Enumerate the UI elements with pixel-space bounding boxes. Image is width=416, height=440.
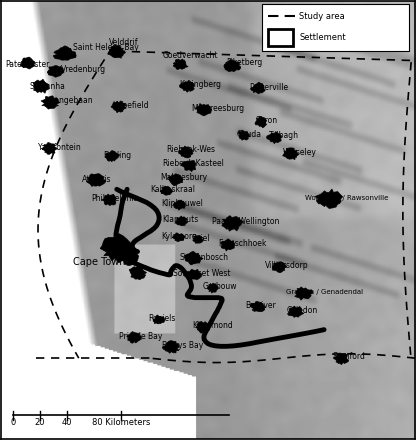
Polygon shape xyxy=(102,194,117,205)
Text: Vredenburg: Vredenburg xyxy=(61,65,106,74)
Text: Cape Town: Cape Town xyxy=(73,257,126,267)
Polygon shape xyxy=(184,251,203,265)
Polygon shape xyxy=(42,143,57,154)
Text: Pringle Bay: Pringle Bay xyxy=(119,332,162,341)
Polygon shape xyxy=(250,302,265,312)
Text: Pniel: Pniel xyxy=(191,234,210,243)
Polygon shape xyxy=(287,306,304,317)
Polygon shape xyxy=(111,101,126,113)
Text: Atlantis: Atlantis xyxy=(82,175,111,184)
Text: Riebeek-Kasteel: Riebeek-Kasteel xyxy=(162,159,224,169)
Text: Paternoster: Paternoster xyxy=(5,60,49,69)
Text: 40: 40 xyxy=(62,418,72,427)
Text: Study area: Study area xyxy=(299,11,345,21)
Polygon shape xyxy=(173,200,186,210)
Text: Langebaan: Langebaan xyxy=(50,96,93,105)
Text: Kalbaskraal: Kalbaskraal xyxy=(150,185,195,194)
Text: Saint Helena Bay: Saint Helena Bay xyxy=(73,44,139,52)
Text: Villiersdorp: Villiersdorp xyxy=(265,261,309,270)
Text: 0: 0 xyxy=(10,418,16,427)
Polygon shape xyxy=(238,130,250,140)
Text: Saldanha: Saldanha xyxy=(30,82,66,91)
Text: Koringberg: Koringberg xyxy=(179,81,221,89)
Polygon shape xyxy=(33,79,49,93)
Bar xyxy=(268,29,293,46)
Polygon shape xyxy=(100,234,136,263)
Polygon shape xyxy=(196,103,212,116)
Text: Paarl / Wellington: Paarl / Wellington xyxy=(212,217,280,226)
Polygon shape xyxy=(172,233,185,242)
Text: Woiseley: Woiseley xyxy=(282,148,317,158)
Polygon shape xyxy=(126,332,141,343)
Polygon shape xyxy=(334,353,349,365)
Text: Kleinmond: Kleinmond xyxy=(192,321,233,330)
Text: Klapmuts: Klapmuts xyxy=(162,215,199,224)
Text: Klipheuwel: Klipheuwel xyxy=(161,199,203,208)
Polygon shape xyxy=(222,216,243,231)
Text: Settlement: Settlement xyxy=(299,33,346,42)
Text: Riebeek-Wes: Riebeek-Wes xyxy=(166,145,215,154)
Polygon shape xyxy=(178,146,193,158)
Text: Stellenbosch: Stellenbosch xyxy=(180,253,229,262)
FancyBboxPatch shape xyxy=(262,4,409,51)
Text: Malmesbury: Malmesbury xyxy=(160,173,208,183)
Polygon shape xyxy=(282,148,299,160)
Text: Bettys Bay: Bettys Bay xyxy=(161,341,203,350)
Polygon shape xyxy=(129,265,146,279)
Polygon shape xyxy=(267,132,282,143)
Text: 20: 20 xyxy=(35,418,45,427)
Polygon shape xyxy=(153,315,165,324)
Polygon shape xyxy=(255,117,267,128)
Polygon shape xyxy=(160,186,173,195)
Text: Grayton / Genadendal: Grayton / Genadendal xyxy=(286,289,363,295)
Text: Botriver: Botriver xyxy=(245,301,276,310)
Text: Franschhoek: Franschhoek xyxy=(218,239,267,248)
Text: Grabouw: Grabouw xyxy=(203,282,237,291)
Polygon shape xyxy=(41,96,60,109)
Text: 80 Kilometers: 80 Kilometers xyxy=(92,418,150,427)
Text: Moorreesburg: Moorreesburg xyxy=(191,104,245,113)
Polygon shape xyxy=(105,150,120,161)
Polygon shape xyxy=(208,283,218,293)
Polygon shape xyxy=(185,269,202,280)
Polygon shape xyxy=(108,46,126,58)
Text: Yzerfontein: Yzerfontein xyxy=(38,143,82,152)
Polygon shape xyxy=(196,322,210,333)
Polygon shape xyxy=(180,80,194,92)
Polygon shape xyxy=(47,66,64,77)
Text: Stanford: Stanford xyxy=(332,352,365,361)
Polygon shape xyxy=(250,82,265,94)
Text: Somerset West: Somerset West xyxy=(173,269,230,278)
Text: Gouda: Gouda xyxy=(236,129,261,139)
Polygon shape xyxy=(176,216,188,226)
Text: Kylemore: Kylemore xyxy=(161,232,197,241)
Polygon shape xyxy=(53,46,76,60)
Polygon shape xyxy=(118,249,139,266)
Polygon shape xyxy=(20,57,35,69)
Text: Rooiels: Rooiels xyxy=(148,314,175,323)
Polygon shape xyxy=(162,341,179,353)
Text: Porterville: Porterville xyxy=(250,83,289,92)
Text: Hopefield: Hopefield xyxy=(112,101,149,110)
Polygon shape xyxy=(168,174,183,186)
Text: Velddrif: Velddrif xyxy=(109,38,138,47)
Text: Piketberg: Piketberg xyxy=(227,59,263,67)
Polygon shape xyxy=(87,174,106,187)
Polygon shape xyxy=(272,262,287,272)
Polygon shape xyxy=(315,189,343,209)
Polygon shape xyxy=(224,60,241,72)
Polygon shape xyxy=(193,235,203,243)
Text: Worcester / Rawsonville: Worcester / Rawsonville xyxy=(305,195,389,201)
Text: Caledon: Caledon xyxy=(287,306,318,315)
Polygon shape xyxy=(221,239,235,251)
Polygon shape xyxy=(295,287,313,300)
Text: Darling: Darling xyxy=(104,150,131,160)
Text: Tulbagh: Tulbagh xyxy=(270,131,300,140)
Text: Philadelphia: Philadelphia xyxy=(91,194,139,203)
Polygon shape xyxy=(173,59,188,70)
Polygon shape xyxy=(181,161,196,172)
Text: Saron: Saron xyxy=(256,116,278,125)
Text: Goedverwacht: Goedverwacht xyxy=(162,51,218,60)
